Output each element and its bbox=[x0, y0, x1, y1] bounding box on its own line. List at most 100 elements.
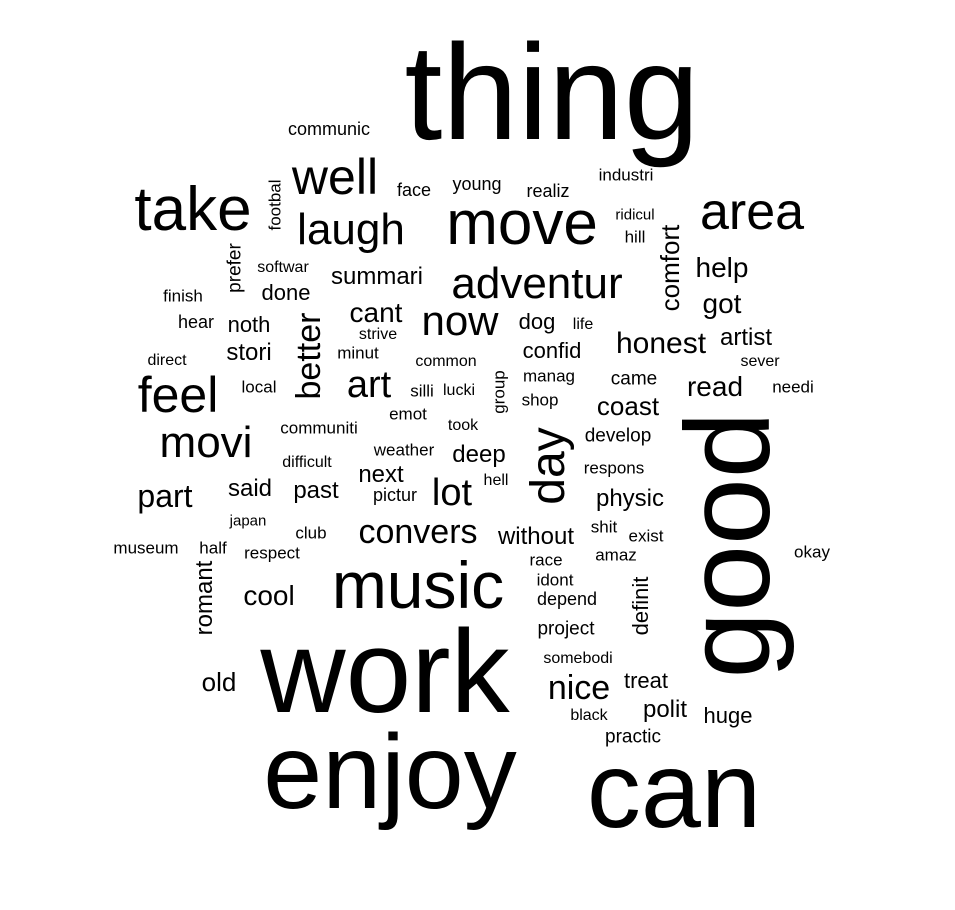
word-develop: develop bbox=[584, 425, 652, 447]
word-can: can bbox=[586, 729, 762, 850]
word-life: life bbox=[572, 316, 594, 333]
word-nice: nice bbox=[547, 669, 611, 707]
word-old: old bbox=[201, 667, 237, 697]
word-thing: thing bbox=[404, 16, 700, 168]
word-exist: exist bbox=[628, 526, 664, 546]
word-stori: stori bbox=[226, 339, 272, 366]
word-shit: shit bbox=[590, 517, 618, 537]
word-past: past bbox=[293, 477, 339, 504]
word-music: music bbox=[331, 548, 505, 622]
word-area: area bbox=[699, 183, 805, 241]
word-communic: communic bbox=[287, 119, 371, 139]
word-group: group bbox=[489, 370, 509, 414]
word-said: said bbox=[227, 475, 273, 502]
word-common: common bbox=[415, 353, 477, 370]
word-depend: depend bbox=[536, 589, 598, 609]
word-prefer: prefer bbox=[224, 243, 246, 293]
word-move: move bbox=[446, 189, 598, 258]
word-polit: polit bbox=[642, 696, 688, 723]
word-got: got bbox=[702, 288, 742, 319]
word-minut: minut bbox=[337, 343, 379, 363]
word-read: read bbox=[686, 371, 744, 402]
word-treat: treat bbox=[623, 668, 669, 693]
word-japan: japan bbox=[229, 512, 267, 530]
word-shop: shop bbox=[521, 390, 559, 410]
word-weather: weather bbox=[373, 440, 435, 460]
word-now: now bbox=[421, 297, 499, 344]
word-respect: respect bbox=[244, 543, 300, 563]
word-huge: huge bbox=[703, 703, 753, 728]
word-footbal: footbal bbox=[265, 179, 285, 231]
word-dog: dog bbox=[518, 309, 556, 334]
word-museum: museum bbox=[113, 538, 179, 558]
word-race: race bbox=[529, 550, 563, 570]
word-enjoy: enjoy bbox=[263, 713, 517, 831]
word-face: face bbox=[396, 180, 432, 200]
word-deep: deep bbox=[452, 441, 506, 468]
word-local: local bbox=[241, 377, 277, 397]
word-movi: movi bbox=[159, 418, 253, 467]
word-ridicul: ridicul bbox=[615, 206, 655, 224]
word-confid: confid bbox=[522, 338, 582, 363]
word-laugh: laugh bbox=[297, 205, 405, 254]
word-comfort: comfort bbox=[655, 224, 685, 312]
word-amaz: amaz bbox=[595, 545, 637, 565]
word-day: day bbox=[522, 427, 575, 505]
word-coast: coast bbox=[596, 391, 660, 421]
word-hill: hill bbox=[624, 227, 646, 247]
word-romant: romant bbox=[191, 560, 218, 636]
word-better: better bbox=[290, 312, 328, 400]
word-honest: honest bbox=[615, 327, 707, 360]
word-okay: okay bbox=[794, 542, 830, 562]
word-somebodi: somebodi bbox=[543, 650, 613, 667]
word-direct: direct bbox=[147, 352, 187, 369]
word-noth: noth bbox=[227, 312, 271, 337]
word-young: young bbox=[452, 174, 502, 194]
word-came: came bbox=[610, 368, 658, 390]
word-hell: hell bbox=[483, 472, 509, 489]
word-without: without bbox=[497, 523, 575, 550]
word-idont: idont bbox=[536, 570, 574, 590]
word-lot: lot bbox=[431, 472, 473, 514]
word-art: art bbox=[346, 364, 392, 406]
word-half: half bbox=[199, 538, 227, 558]
word-help: help bbox=[695, 252, 749, 283]
word-silli: silli bbox=[410, 381, 434, 401]
word-hear: hear bbox=[177, 312, 215, 332]
word-feel: feel bbox=[137, 367, 219, 423]
word-convers: convers bbox=[358, 513, 478, 551]
word-good: good bbox=[661, 411, 795, 679]
word-adventur: adventur bbox=[451, 259, 623, 308]
word-black: black bbox=[570, 707, 608, 724]
word-next: next bbox=[358, 461, 404, 488]
word-strive: strive bbox=[358, 326, 398, 343]
word-club: club bbox=[295, 523, 327, 543]
word-difficult: difficult bbox=[282, 454, 332, 471]
word-artist: artist bbox=[719, 324, 773, 351]
word-communiti: communiti bbox=[280, 418, 358, 438]
word-lucki: lucki bbox=[442, 382, 476, 399]
word-softwar: softwar bbox=[257, 259, 309, 276]
word-respons: respons bbox=[583, 458, 645, 478]
word-sever: sever bbox=[740, 353, 780, 370]
word-work: work bbox=[260, 606, 510, 738]
word-industri: industri bbox=[598, 165, 654, 185]
word-definit: definit bbox=[628, 576, 653, 636]
word-practic: practic bbox=[605, 726, 661, 748]
word-realiz: realiz bbox=[526, 181, 570, 201]
word-needi: needi bbox=[772, 377, 814, 397]
word-emot: emot bbox=[389, 404, 427, 424]
word-part: part bbox=[137, 478, 193, 514]
word-physic: physic bbox=[595, 485, 665, 512]
word-done: done bbox=[261, 280, 311, 305]
word-manag: manag bbox=[523, 366, 575, 386]
word-summari: summari bbox=[330, 263, 424, 290]
word-project: project bbox=[537, 618, 595, 640]
word-take: take bbox=[134, 175, 252, 244]
word-cool: cool bbox=[243, 580, 295, 611]
word-finish: finish bbox=[163, 286, 203, 306]
word-took: took bbox=[447, 417, 479, 434]
word-pictur: pictur bbox=[372, 485, 418, 505]
word-cant: cant bbox=[349, 297, 403, 328]
